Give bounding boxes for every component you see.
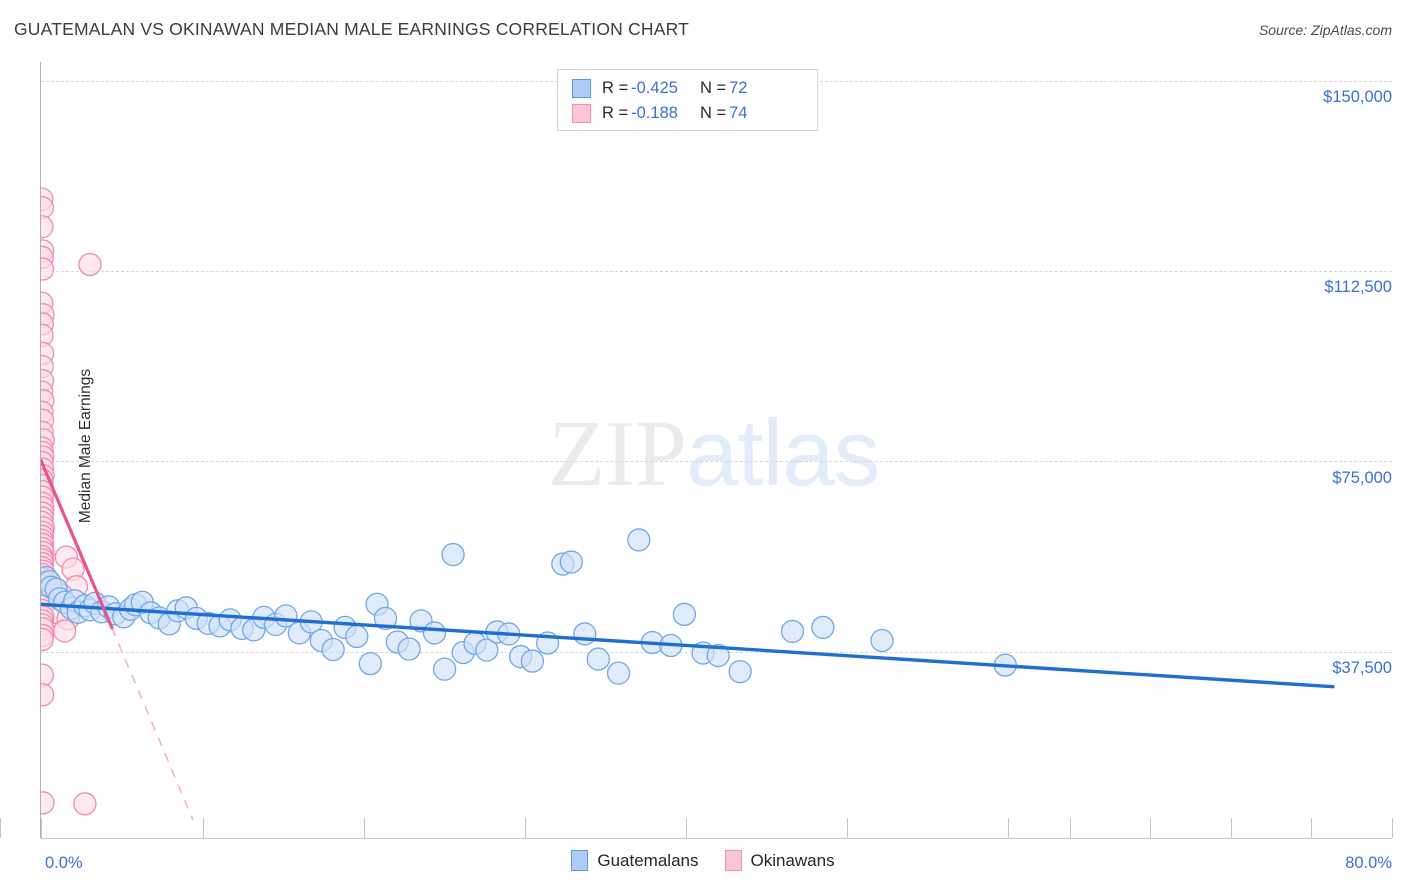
stats-row-guatemalans: R = -0.425 N = 72 <box>572 76 807 101</box>
x-tick <box>1311 818 1312 838</box>
legend-swatch-guatemalans <box>571 850 589 871</box>
legend-item-guatemalans[interactable]: Guatemalans <box>571 850 699 871</box>
stats-n-label-blue: N = <box>699 79 727 97</box>
stats-row-okinawans: R = -0.188 N = 74 <box>572 101 807 126</box>
legend-item-okinawans[interactable]: Okinawans <box>724 850 835 871</box>
legend-label-okinawans: Okinawans <box>750 850 835 870</box>
stats-n-value-pink: 74 <box>729 104 748 122</box>
x-tick <box>203 818 204 838</box>
stats-n-value-blue: 72 <box>729 79 748 97</box>
x-tick <box>1008 818 1009 838</box>
y-tick-label-150000: $150,000 <box>1323 88 1392 106</box>
legend-label-guatemalans: Guatemalans <box>597 850 699 870</box>
x-tick <box>1392 818 1393 838</box>
legend-swatch-okinawans <box>724 850 742 871</box>
series-legend: Guatemalans Okinawans <box>0 850 1406 871</box>
x-axis-max-label: 80.0% <box>1345 854 1392 872</box>
y-tick-label-112500: $112,500 <box>1324 278 1392 296</box>
x-tick <box>1231 818 1232 838</box>
x-tick <box>364 818 365 838</box>
x-tick <box>41 818 42 838</box>
page-title: GUATEMALAN VS OKINAWAN MEDIAN MALE EARNI… <box>14 19 690 39</box>
x-tick <box>847 818 848 838</box>
plot-area <box>41 62 1392 838</box>
x-tick <box>686 818 687 838</box>
stats-r-value-pink: -0.188 <box>631 104 678 122</box>
correlation-stats-box: R = -0.425 N = 72 R = -0.188 N = 74 <box>557 69 818 131</box>
gridline-112500 <box>41 271 1392 272</box>
stats-swatch-blue <box>572 79 591 98</box>
y-axis-line <box>40 62 41 838</box>
stats-r-label-pink: R = <box>602 104 629 122</box>
gridline-37500 <box>41 652 1392 653</box>
y-tick-label-37500: $37,500 <box>1332 659 1392 677</box>
y-tick-label-75000: $75,000 <box>1332 469 1392 487</box>
x-tick <box>1070 818 1071 838</box>
stats-r-value-blue: -0.425 <box>631 79 678 97</box>
x-tick <box>525 818 526 838</box>
x-axis-line <box>41 838 1392 839</box>
stats-n-label-pink: N = <box>699 104 727 122</box>
x-tick <box>1150 818 1151 838</box>
x-axis-min-label: 0.0% <box>45 854 83 872</box>
gridline-75000 <box>41 461 1392 462</box>
stats-swatch-pink <box>572 104 591 123</box>
source-attribution: Source: ZipAtlas.com <box>1258 22 1392 38</box>
stats-r-label-blue: R = <box>602 79 629 97</box>
x-tick <box>0 818 1 838</box>
